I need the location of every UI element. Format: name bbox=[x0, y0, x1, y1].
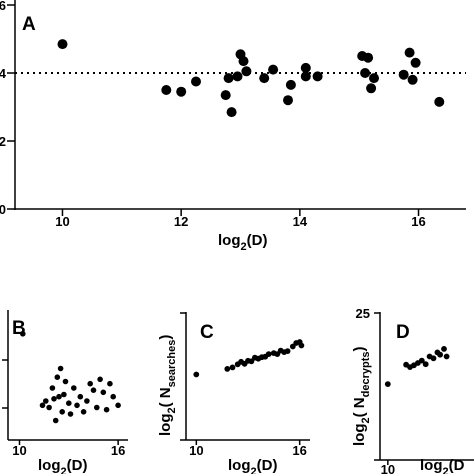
panel-d-data-point bbox=[418, 357, 425, 364]
panel-b-data-point bbox=[103, 406, 110, 413]
panel-d-ytick-label-25: 25 bbox=[356, 306, 370, 321]
panel-a-data-point bbox=[410, 57, 421, 68]
panel-b-data-point bbox=[67, 411, 74, 417]
panel-b-data-point bbox=[52, 417, 59, 424]
panel-b-data-point bbox=[94, 404, 100, 411]
panel-a-xtick-label: 14 bbox=[293, 214, 308, 229]
panel-c: C log2( Nsearches) 10 16 log2(D) bbox=[157, 312, 310, 474]
panel-a-data-point bbox=[226, 107, 237, 118]
panel-a-data-point bbox=[232, 71, 243, 82]
panel-a-data-point bbox=[220, 90, 231, 101]
panel-b-data-point bbox=[100, 389, 107, 396]
panel-d-data-point bbox=[384, 381, 391, 387]
panel-a-data-point bbox=[283, 95, 293, 106]
panel-a-ytick-label-4: 4 bbox=[0, 66, 7, 81]
panel-b-data-point bbox=[97, 376, 103, 383]
panel-c-ylabel: log2( Nsearches) bbox=[157, 335, 178, 436]
panel-b-data-point bbox=[54, 374, 61, 381]
panel-b-data-point bbox=[115, 402, 121, 409]
panel-b-data-point bbox=[110, 393, 116, 400]
panel-b-data-point bbox=[20, 331, 26, 337]
panel-c-data-point bbox=[224, 366, 231, 372]
panel-b-data-point bbox=[49, 385, 56, 391]
panel-b-xtick-label: 16 bbox=[111, 443, 125, 458]
panel-b-data-point bbox=[77, 393, 84, 400]
panel-a-ytick-label-6: 6 bbox=[0, 0, 6, 13]
panel-c-data-point bbox=[229, 364, 236, 371]
panel-c-label: C bbox=[200, 322, 214, 343]
panel-c-data-point bbox=[248, 358, 255, 365]
panel-b-data-point bbox=[43, 398, 49, 404]
panel-a-data-point bbox=[300, 71, 311, 82]
panel-a: A 6 4 2 0 10 12 14 16 log2(D) bbox=[0, 0, 466, 253]
panel-a-data-point bbox=[312, 71, 323, 82]
panel-b-data-point bbox=[39, 402, 46, 409]
panel-b-data-point bbox=[57, 365, 64, 372]
panel-d-data-point bbox=[422, 361, 429, 368]
panel-b-data-point bbox=[56, 393, 62, 400]
panel-a-xlabel: log2(D) bbox=[218, 232, 267, 253]
panel-b-data-point bbox=[87, 380, 93, 387]
panel-b-data-point bbox=[84, 398, 90, 404]
panel-a-xtick-label: 10 bbox=[55, 214, 69, 229]
panel-a-data-point bbox=[366, 83, 377, 94]
panel-c-xlabel: log2(D) bbox=[228, 457, 277, 474]
panel-a-data-point bbox=[191, 76, 201, 87]
panel-a-label: A bbox=[22, 14, 36, 35]
panel-a-data-point bbox=[360, 68, 371, 78]
panel-a-data-point bbox=[300, 62, 311, 73]
panel-b-data-point bbox=[59, 409, 65, 415]
panel-a-data-point bbox=[57, 39, 68, 50]
panel-a-data-point bbox=[176, 86, 187, 97]
panel-b-data-point bbox=[61, 391, 67, 398]
panel-b: B 10 16 log2(D) bbox=[2, 310, 128, 474]
panel-b-data-point bbox=[107, 380, 113, 387]
panel-a-data-point bbox=[363, 52, 374, 63]
panel-c-data-point bbox=[284, 348, 291, 354]
panel-b-data-point bbox=[62, 378, 69, 385]
panel-a-ytick-label-2: 2 bbox=[0, 134, 6, 149]
panel-b-xlabel: log2(D) bbox=[38, 457, 87, 474]
panel-d-data-point bbox=[441, 346, 447, 352]
panel-b-data-point bbox=[80, 409, 87, 415]
panel-b-data-point bbox=[66, 400, 72, 407]
panel-c-data-point bbox=[193, 371, 200, 378]
panel-c-data-point bbox=[265, 351, 272, 357]
panel-c-xtick-label: 10 bbox=[189, 443, 203, 458]
panel-d-label: D bbox=[396, 322, 410, 343]
panel-b-data-point bbox=[51, 396, 57, 402]
panel-c-data-point bbox=[298, 342, 305, 349]
panel-d-xlabel: log2(D bbox=[420, 457, 465, 474]
panel-b-data-point bbox=[74, 402, 80, 409]
panel-b-xtick-label: 10 bbox=[12, 443, 26, 458]
panel-d-data-point bbox=[443, 353, 450, 360]
panel-a-data-point bbox=[161, 85, 172, 95]
panel-d-data-point bbox=[437, 351, 443, 358]
panel-d-xtick-label: 10 bbox=[381, 462, 395, 474]
panel-d: 25 D log2( Ndecrypts) 10 log2(D bbox=[351, 306, 474, 474]
panel-a-data-point bbox=[223, 73, 234, 84]
panel-b-data-point bbox=[71, 385, 77, 391]
panel-a-data-point bbox=[434, 96, 445, 107]
panel-b-data-point bbox=[46, 404, 52, 411]
panel-a-data-point bbox=[407, 74, 418, 85]
panel-d-data-point bbox=[430, 355, 437, 362]
panel-a-data-point bbox=[404, 47, 415, 58]
panel-a-xtick-label: 12 bbox=[174, 214, 188, 229]
panel-a-data-point bbox=[369, 73, 379, 84]
panel-a-ytick-label-0: 0 bbox=[0, 202, 6, 217]
panel-a-data-point bbox=[241, 66, 252, 77]
panel-a-data-point bbox=[285, 79, 296, 90]
panel-c-xtick-label: 16 bbox=[292, 443, 306, 458]
panel-a-xtick-label: 16 bbox=[411, 214, 425, 229]
panel-a-data-point bbox=[268, 64, 279, 75]
panel-b-data-point bbox=[90, 387, 97, 394]
panel-a-data-point bbox=[398, 69, 409, 80]
panel-a-data-point bbox=[259, 73, 270, 84]
panel-a-data-point bbox=[238, 56, 249, 67]
panel-d-ylabel: log2( Ndecrypts) bbox=[351, 347, 372, 446]
